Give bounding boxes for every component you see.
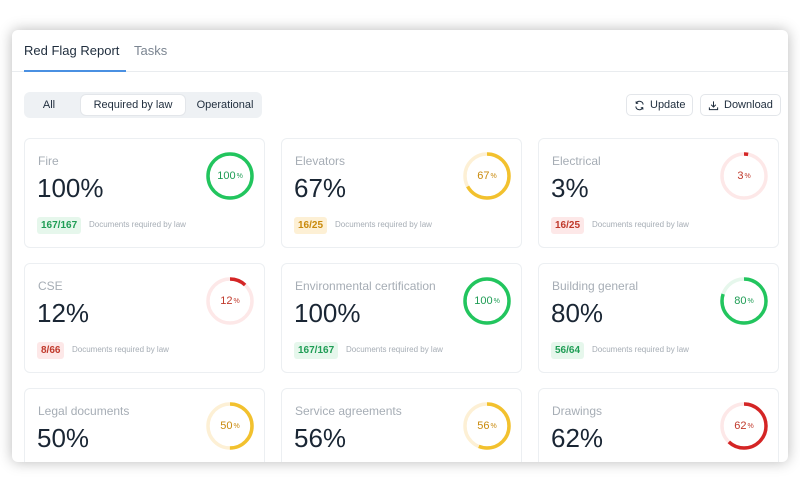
category-card[interactable]: Building general 80% 80% 56/64 Documents req… — [538, 263, 779, 373]
card-title: Environmental certification — [295, 279, 436, 293]
card-percentage: 12% — [37, 298, 90, 328]
badge-caption: Documents required by law — [592, 220, 689, 229]
filter-required-by-law[interactable]: Required by law — [81, 95, 185, 115]
ring-unit: % — [233, 297, 240, 305]
ring-unit: % — [747, 422, 754, 430]
category-card[interactable]: Environmental certification 100% 100% 167/1… — [281, 263, 522, 373]
badge-caption: Documents required by law — [346, 345, 443, 354]
card-title: Service agreements — [295, 404, 402, 418]
ring-value: 100 — [474, 295, 493, 307]
progress-ring-label: 62% — [719, 401, 769, 451]
category-card[interactable]: Fire 100% 100% 167/167 Documents required by… — [24, 138, 265, 248]
filter-operational[interactable]: Operational — [196, 99, 254, 111]
card-percentage: 80% — [551, 298, 604, 328]
update-button-label: Update — [650, 99, 686, 111]
ring-unit: % — [493, 297, 500, 305]
card-percentage: 62% — [551, 423, 604, 453]
card-title: Drawings — [552, 404, 603, 418]
documents-count-badge: 8/66 — [37, 342, 65, 359]
progress-ring-label: 80% — [719, 276, 769, 326]
progress-ring — [720, 402, 768, 450]
category-card[interactable]: Drawings 62% 62% — [538, 388, 779, 462]
card-percentage: 67% — [294, 173, 347, 203]
documents-count-badge: 56/64 — [551, 342, 585, 359]
refresh-icon — [635, 100, 644, 110]
ring-value: 12 — [220, 295, 233, 307]
card-title: CSE — [38, 279, 63, 293]
progress-ring-label: 12% — [205, 276, 255, 326]
progress-ring-label: 56% — [462, 401, 512, 451]
progress-ring-label: 100% — [462, 276, 512, 326]
card-title: Legal documents — [38, 404, 130, 418]
card-percentage: 100% — [294, 298, 361, 328]
report-panel: Red Flag Report Tasks All Required by la… — [12, 30, 788, 462]
update-button[interactable]: Update — [626, 94, 694, 116]
ring-unit: % — [236, 172, 243, 180]
ring-unit: % — [490, 422, 497, 430]
documents-count-badge: 16/25 — [294, 217, 328, 234]
documents-count-badge: 16/25 — [551, 217, 585, 234]
card-percentage: 56% — [294, 423, 347, 453]
badge-caption: Documents required by law — [335, 220, 432, 229]
ring-value: 67 — [477, 170, 490, 182]
ring-value: 80 — [734, 295, 747, 307]
category-card[interactable]: Elevators 67% 67% 16/25 Documents required b… — [281, 138, 522, 248]
card-title: Fire — [38, 154, 59, 168]
badge-caption: Documents required by law — [72, 345, 169, 354]
download-button[interactable]: Download — [700, 94, 781, 116]
badge-caption: Documents required by law — [592, 345, 689, 354]
ring-unit: % — [744, 172, 751, 180]
download-button-label: Download — [724, 99, 773, 111]
progress-ring-label: 67% — [462, 151, 512, 201]
ring-value: 62 — [734, 420, 747, 432]
download-icon — [708, 100, 719, 110]
filter-segmented-control: All Required by law Operational — [24, 92, 262, 118]
category-card[interactable]: Legal documents 50% 50% — [24, 388, 265, 462]
ring-value: 50 — [220, 420, 233, 432]
badge-caption: Documents required by law — [89, 220, 186, 229]
ring-unit: % — [747, 297, 754, 305]
progress-ring — [720, 152, 768, 200]
progress-ring — [206, 277, 254, 325]
category-card[interactable]: Service agreements 56% 56% — [281, 388, 522, 462]
progress-ring — [206, 402, 254, 450]
progress-ring-label: 100% — [205, 151, 255, 201]
card-title: Building general — [552, 279, 639, 293]
documents-count-badge: 167/167 — [37, 217, 82, 234]
ring-value: 3 — [737, 170, 744, 182]
card-percentage: 100% — [37, 173, 104, 203]
active-tab-indicator — [24, 70, 126, 72]
category-card[interactable]: CSE 12% 12% 8/66 Documents required by law — [24, 263, 265, 373]
progress-ring — [463, 277, 511, 325]
progress-ring — [463, 152, 511, 200]
progress-ring-label: 50% — [205, 401, 255, 451]
tab-tasks[interactable]: Tasks — [134, 43, 168, 58]
ring-unit: % — [233, 422, 240, 430]
documents-count-badge: 167/167 — [294, 342, 339, 359]
ring-value: 100 — [217, 170, 236, 182]
card-title: Electrical — [552, 154, 601, 168]
ring-unit: % — [490, 172, 497, 180]
filter-all[interactable]: All — [42, 99, 56, 111]
progress-ring — [206, 152, 254, 200]
tab-bar: Red Flag Report Tasks — [12, 30, 788, 72]
tab-red-flag-report[interactable]: Red Flag Report — [24, 43, 120, 58]
ring-value: 56 — [477, 420, 490, 432]
progress-ring-label: 3% — [719, 151, 769, 201]
card-title: Elevators — [295, 154, 346, 168]
card-percentage: 50% — [37, 423, 90, 453]
category-card[interactable]: Electrical 3% 3% 16/25 Documents required by… — [538, 138, 779, 248]
progress-ring — [463, 402, 511, 450]
progress-ring — [720, 277, 768, 325]
card-percentage: 3% — [551, 173, 589, 203]
